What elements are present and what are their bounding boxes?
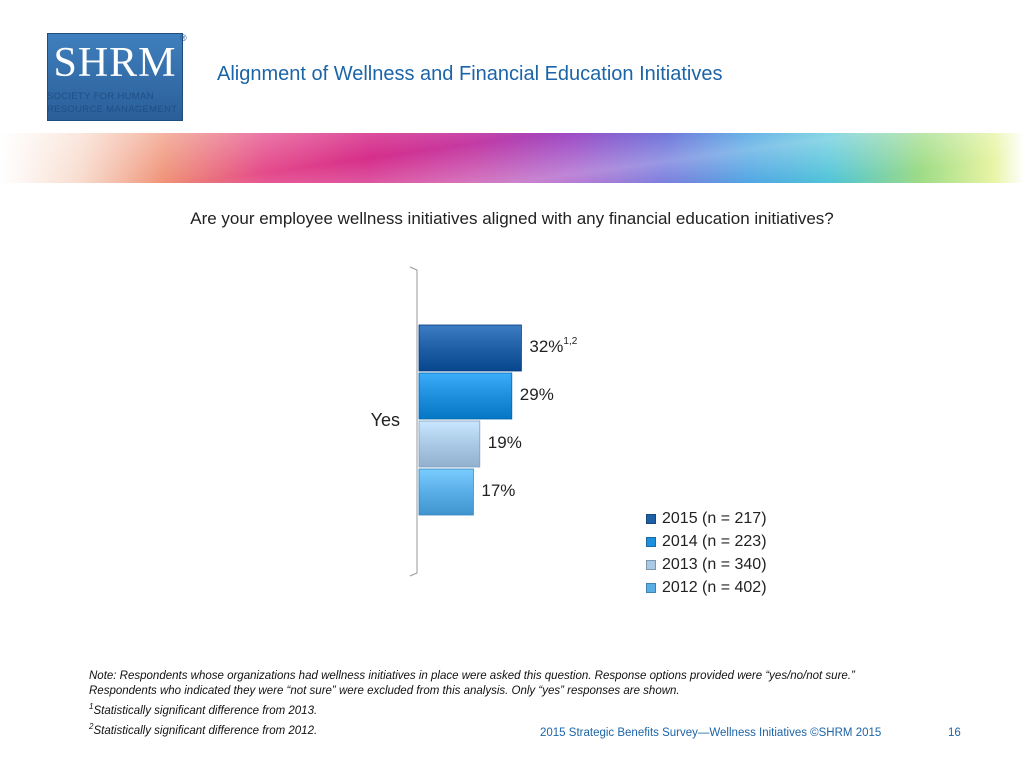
legend-label: 2013 (n = 340) (662, 555, 767, 573)
legend-swatch (646, 559, 656, 570)
legend-label: 2015 (n = 217) (662, 509, 767, 527)
legend-item-2013: 2013 (n = 340) (646, 553, 767, 576)
chart-note: Note: Respondents whose organizations ha… (89, 669, 919, 739)
legend-item-2012: 2012 (n = 402) (646, 576, 767, 599)
data-label-2014: 29% (520, 385, 554, 404)
footnote-2: 2Statistically significant difference fr… (89, 721, 318, 737)
slide-title: Alignment of Wellness and Financial Educ… (217, 63, 723, 85)
logo-subtitle-line2: RESOURCE MANAGEMENT (47, 104, 178, 115)
category-label-yes: Yes (371, 410, 400, 430)
bar-2014 (418, 372, 513, 420)
footnote-1: 1Statistically significant difference fr… (89, 702, 318, 717)
logo-subtitle-line1: SOCIETY FOR HUMAN (47, 91, 154, 102)
bar-2015 (418, 324, 522, 372)
gradient-banner (0, 133, 1024, 183)
bar-2012 (418, 468, 474, 516)
registered-mark: ® (180, 33, 187, 43)
logo-subtitle: SOCIETY FOR HUMAN RESOURCE MANAGEMENT (47, 90, 197, 116)
legend-item-2014: 2014 (n = 223) (646, 530, 767, 553)
legend-label: 2014 (n = 223) (662, 532, 767, 550)
legend-swatch (646, 513, 656, 524)
legend-swatch (646, 536, 656, 547)
legend-item-2015: 2015 (n = 217) (646, 507, 767, 530)
legend-label: 2012 (n = 402) (662, 578, 767, 596)
data-label-2012: 17% (481, 481, 515, 500)
chart-legend: 2015 (n = 217) 2014 (n = 223) 2013 (n = 34… (646, 507, 767, 599)
note-text: Note: Respondents whose organizations ha… (89, 670, 855, 697)
category-axis-bracket (409, 266, 418, 577)
data-label-2013: 19% (488, 433, 522, 452)
data-label-2015: 32%1,2 (529, 336, 577, 356)
survey-question: Are your employee wellness initiatives a… (190, 209, 834, 228)
legend-swatch (646, 582, 656, 593)
shrm-logo: SHRM (47, 33, 183, 121)
page-number: 16 (948, 727, 961, 739)
logo-text: SHRM (53, 40, 177, 86)
bar-2013 (418, 420, 481, 468)
footer-text: 2015 Strategic Benefits Survey—Wellness … (540, 727, 882, 739)
